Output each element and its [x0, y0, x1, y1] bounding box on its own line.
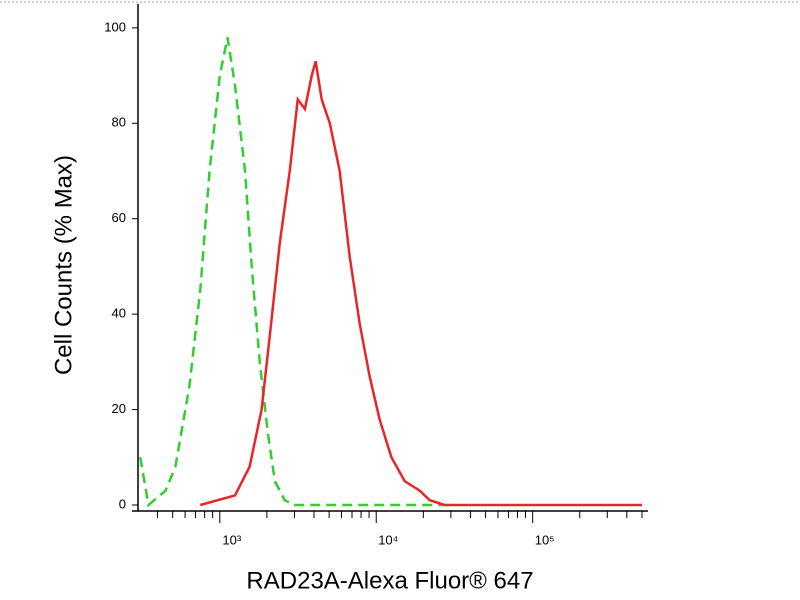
- x-tick-label: 10⁴: [378, 532, 398, 547]
- y-tick-label: 100: [104, 19, 126, 34]
- y-tick-label: 0: [119, 496, 126, 511]
- y-tick-label: 60: [112, 210, 126, 225]
- y-axis-title: Cell Counts (% Max): [50, 155, 77, 375]
- y-tick-label: 80: [112, 115, 126, 130]
- x-axis-title: RAD23A-Alexa Fluor® 647: [246, 567, 533, 594]
- x-tick-label: 10³: [222, 532, 241, 547]
- histogram-line: [138, 37, 451, 508]
- y-tick-label: 40: [112, 306, 126, 321]
- x-tick-label: 10⁵: [535, 532, 555, 547]
- y-tick-label: 20: [112, 401, 126, 416]
- histogram-line: [199, 60, 642, 507]
